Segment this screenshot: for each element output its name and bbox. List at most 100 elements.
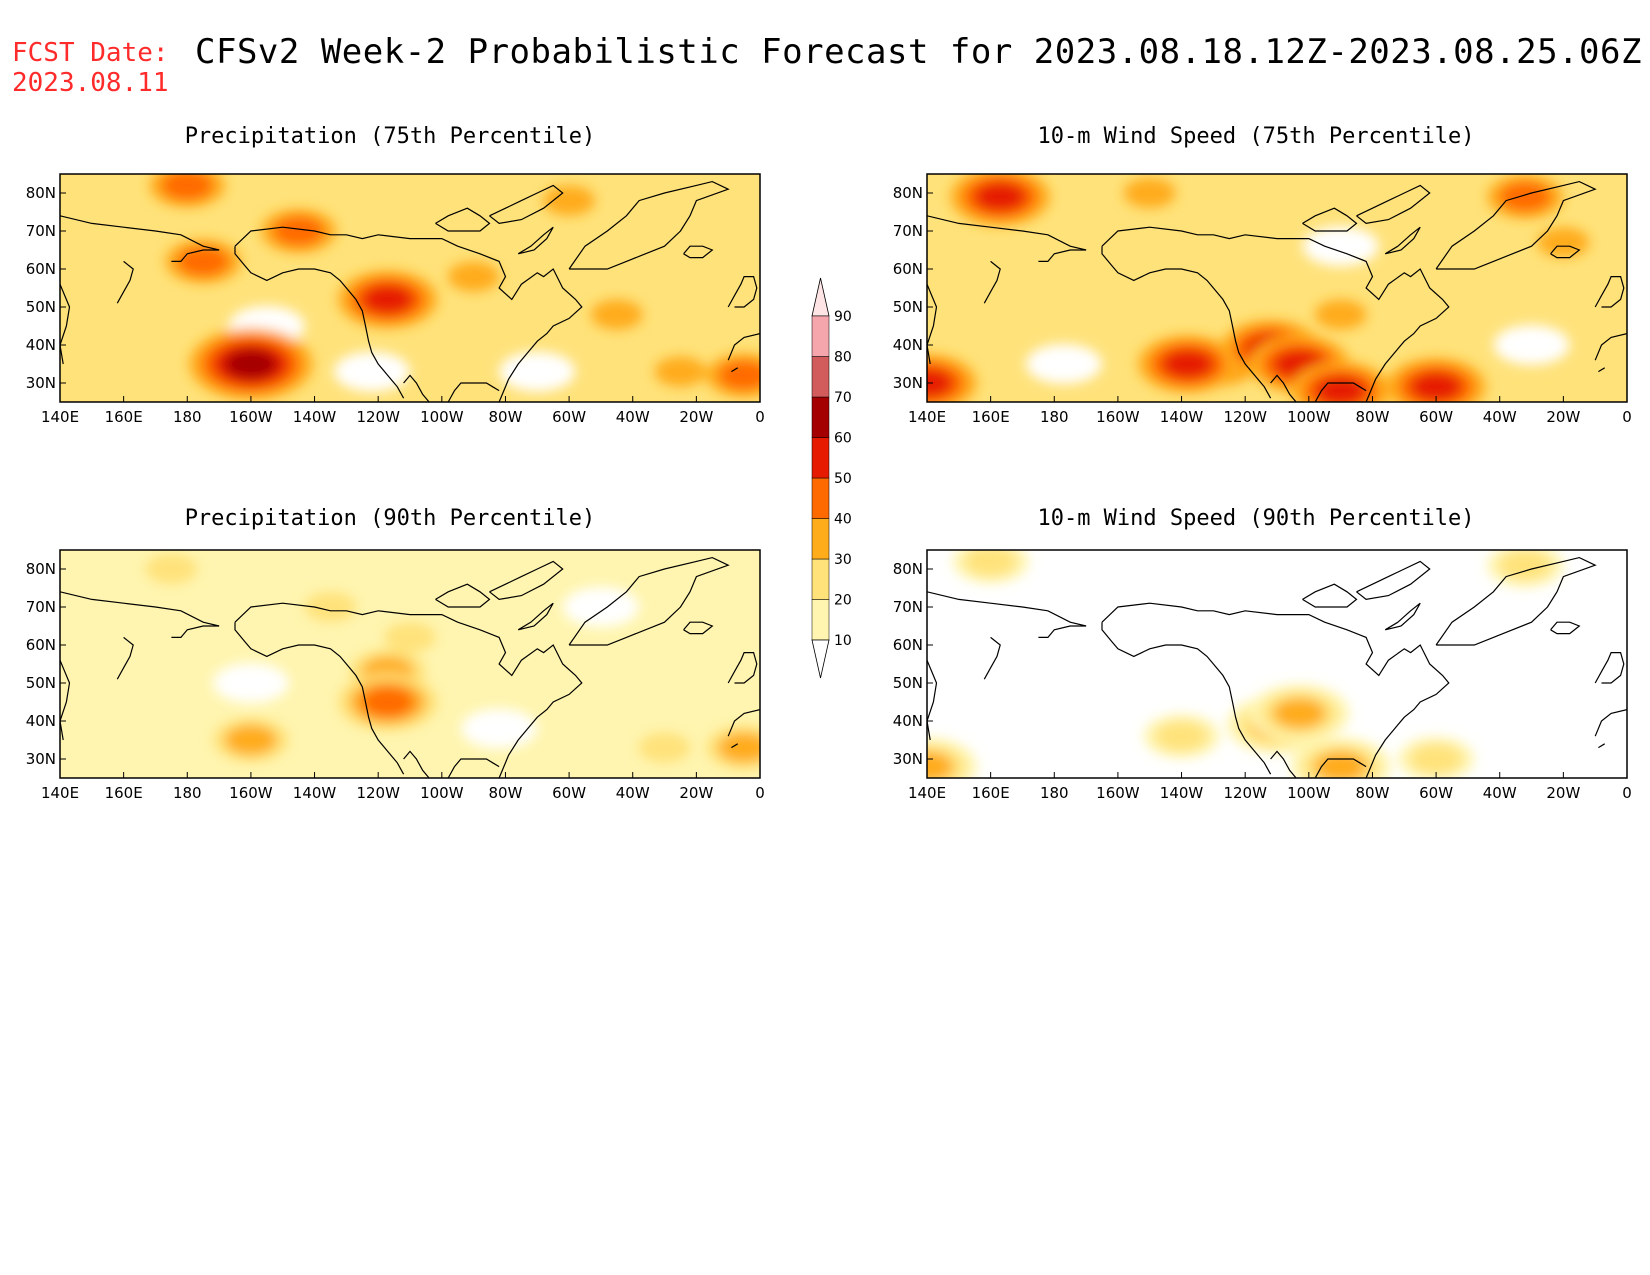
colorbar-label: 30 xyxy=(834,552,852,568)
coastline-segment xyxy=(731,743,739,749)
coastline-segment xyxy=(983,636,1001,680)
coastline-segment xyxy=(171,625,220,639)
colorbar-top-cap xyxy=(811,277,830,317)
prob-contour xyxy=(974,181,1027,212)
lon-tick-label: 160W xyxy=(1096,408,1140,426)
colorbar-label: 60 xyxy=(834,431,852,447)
lat-tick-label: 70N xyxy=(26,222,56,240)
coastline-segment xyxy=(1598,367,1606,373)
lon-tick-label: 180 xyxy=(173,784,202,802)
lat-tick-label: 80N xyxy=(26,560,56,578)
colorbar-label: 40 xyxy=(834,512,852,528)
coastline-segment xyxy=(1356,560,1431,601)
coastline-segment xyxy=(1270,374,1297,402)
colorbar-label: 90 xyxy=(834,309,852,325)
prob-contour xyxy=(361,284,414,315)
lon-tick-label: 180 xyxy=(1040,408,1069,426)
coastline-segment xyxy=(1038,625,1087,639)
lon-tick-label: 100W xyxy=(420,408,464,426)
prob-contour xyxy=(1499,550,1552,581)
coastline-segment xyxy=(927,659,938,741)
lat-tick-label: 70N xyxy=(26,598,56,616)
low-prob-area xyxy=(1302,226,1379,267)
lon-tick-label: 140W xyxy=(293,408,337,426)
lat-tick-label: 40N xyxy=(893,336,923,354)
lat-tick-label: 40N xyxy=(26,712,56,730)
coastline-segment xyxy=(1270,750,1297,778)
coastline-segment xyxy=(727,709,760,737)
prob-contour xyxy=(1314,299,1367,330)
lon-tick-label: 100W xyxy=(420,784,464,802)
prob-contour xyxy=(1499,181,1552,212)
coastline-segment xyxy=(116,260,134,304)
coastline-segment xyxy=(447,758,500,778)
colorbar-bin xyxy=(811,315,830,357)
coastline-segment xyxy=(116,636,134,680)
lon-tick-label: 160E xyxy=(105,408,143,426)
coastline-segment xyxy=(234,246,405,399)
map-frame xyxy=(926,173,1628,403)
lon-tick-label: 140W xyxy=(1160,784,1204,802)
low-prob-area xyxy=(1493,325,1570,365)
lat-tick-label: 80N xyxy=(893,184,923,202)
coastline-segment xyxy=(234,602,583,778)
lat-tick-label: 30N xyxy=(893,750,923,768)
lat-tick-label: 50N xyxy=(893,674,923,692)
map-panel-3: 80N 70N 60N 50N 40N 30N 140E 160E 180 160W 140W 120… xyxy=(26,549,765,802)
lon-tick-label: 20W xyxy=(679,408,713,426)
prob-contour xyxy=(1155,721,1208,752)
coastline-segment xyxy=(727,651,758,684)
low-prob-area xyxy=(1025,344,1102,384)
coastline-segment xyxy=(60,659,71,741)
colorbar-label: 80 xyxy=(834,350,852,366)
coastline-segment xyxy=(1302,583,1358,608)
colorbar-bin xyxy=(811,558,830,600)
coastline-segment xyxy=(1384,226,1421,255)
lon-tick-label: 140W xyxy=(1160,408,1204,426)
prob-contour xyxy=(1410,371,1463,402)
coastline-segment xyxy=(683,245,714,259)
lon-tick-label: 160W xyxy=(229,408,273,426)
fcst-date-block: FCST Date: 2023.08.11 xyxy=(12,38,169,98)
prob-contour xyxy=(177,246,230,277)
prob-contour xyxy=(161,174,214,201)
lat-tick-label: 50N xyxy=(26,674,56,692)
prob-contour xyxy=(1273,698,1326,729)
lat-tick-label: 50N xyxy=(893,298,923,316)
lon-tick-label: 120W xyxy=(356,784,400,802)
coastline-segment xyxy=(447,382,500,402)
coastline-segment xyxy=(683,621,714,635)
coastline-segment xyxy=(731,367,739,373)
coastline-segment xyxy=(1594,276,1625,308)
prob-contour xyxy=(304,592,357,622)
coastline-segment xyxy=(568,556,730,646)
lon-tick-label: 100W xyxy=(1287,784,1331,802)
prob-contour xyxy=(718,732,760,763)
lat-tick-label: 30N xyxy=(26,750,56,768)
colorbar-label: 10 xyxy=(834,633,852,649)
low-prob-area xyxy=(461,708,538,749)
prob-contour xyxy=(384,622,436,653)
lon-tick-label: 140E xyxy=(908,784,946,802)
lon-tick-label: 160E xyxy=(972,784,1010,802)
lon-tick-label: 160W xyxy=(229,784,273,802)
lon-tick-label: 20W xyxy=(1546,408,1580,426)
coastline-segment xyxy=(1314,382,1367,402)
prob-contour xyxy=(927,368,953,398)
lon-tick-label: 0 xyxy=(1622,784,1632,802)
coastline-segment xyxy=(1435,556,1597,646)
panel-title-precip-90: Precipitation (90th Percentile) xyxy=(184,506,596,531)
lon-tick-label: 80W xyxy=(1355,408,1389,426)
lon-tick-label: 80W xyxy=(488,784,522,802)
low-prob-area xyxy=(212,663,289,703)
lon-tick-label: 120W xyxy=(1223,784,1267,802)
map-frame xyxy=(926,549,1628,779)
colorbar-bin xyxy=(811,396,830,438)
lat-tick-label: 40N xyxy=(893,712,923,730)
coastline-segment xyxy=(1384,602,1421,631)
page-title: CFSv2 Week-2 Probabilistic Forecast for … xyxy=(195,32,1642,72)
lat-tick-label: 30N xyxy=(26,374,56,392)
lon-tick-label: 140W xyxy=(293,784,337,802)
coastline-segment xyxy=(1550,621,1581,635)
prob-contour xyxy=(927,751,953,778)
